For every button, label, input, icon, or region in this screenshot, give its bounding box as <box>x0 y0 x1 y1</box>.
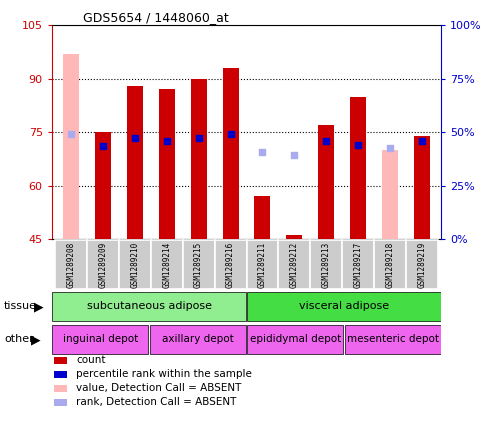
Bar <box>87 240 119 289</box>
Text: tissue: tissue <box>4 302 37 311</box>
Bar <box>55 240 87 289</box>
Text: GSM1289219: GSM1289219 <box>418 241 426 288</box>
Text: rank, Detection Call = ABSENT: rank, Detection Call = ABSENT <box>76 397 237 407</box>
Text: GSM1289210: GSM1289210 <box>130 241 139 288</box>
Point <box>195 134 203 141</box>
Text: subcutaneous adipose: subcutaneous adipose <box>87 302 211 311</box>
Text: visceral adipose: visceral adipose <box>299 302 389 311</box>
Bar <box>342 240 374 289</box>
Point <box>227 131 235 137</box>
Bar <box>159 90 175 239</box>
Text: GSM1289215: GSM1289215 <box>194 241 203 288</box>
Bar <box>279 240 311 289</box>
Bar <box>222 68 239 239</box>
Point <box>418 138 426 145</box>
Bar <box>182 240 214 289</box>
Text: GSM1289217: GSM1289217 <box>354 241 363 288</box>
Bar <box>214 240 246 289</box>
Bar <box>247 325 343 354</box>
Bar <box>382 150 398 239</box>
Bar <box>52 325 148 354</box>
Bar <box>119 240 151 289</box>
Bar <box>150 325 246 354</box>
Bar <box>406 240 438 289</box>
Bar <box>414 136 430 239</box>
Bar <box>350 96 366 239</box>
Point <box>322 138 330 145</box>
Point <box>354 141 362 148</box>
Text: GSM1289218: GSM1289218 <box>386 241 395 288</box>
Text: mesenteric depot: mesenteric depot <box>347 335 439 344</box>
Text: GSM1289212: GSM1289212 <box>290 241 299 288</box>
Point <box>131 134 139 141</box>
Text: axillary depot: axillary depot <box>162 335 234 344</box>
Bar <box>247 292 441 321</box>
Text: epididymal depot: epididymal depot <box>249 335 341 344</box>
Text: GSM1289208: GSM1289208 <box>67 241 75 288</box>
Point <box>386 145 394 151</box>
Text: count: count <box>76 355 106 365</box>
Text: ▶: ▶ <box>31 333 41 346</box>
Point <box>258 148 266 155</box>
Bar <box>95 132 111 239</box>
Point <box>99 143 107 150</box>
Point <box>67 131 75 137</box>
Text: inguinal depot: inguinal depot <box>63 335 138 344</box>
Bar <box>52 292 246 321</box>
Text: ▶: ▶ <box>34 300 43 313</box>
Text: GDS5654 / 1448060_at: GDS5654 / 1448060_at <box>83 11 229 24</box>
Bar <box>318 125 334 239</box>
Bar <box>286 236 302 239</box>
Bar <box>127 86 143 239</box>
Bar <box>246 240 279 289</box>
Bar <box>345 325 441 354</box>
Text: value, Detection Call = ABSENT: value, Detection Call = ABSENT <box>76 383 242 393</box>
Text: GSM1289211: GSM1289211 <box>258 241 267 288</box>
Bar <box>311 240 342 289</box>
Text: percentile rank within the sample: percentile rank within the sample <box>76 369 252 379</box>
Text: GSM1289216: GSM1289216 <box>226 241 235 288</box>
Bar <box>63 54 79 239</box>
Text: other: other <box>4 335 34 344</box>
Bar <box>151 240 182 289</box>
Bar <box>191 79 207 239</box>
Text: GSM1289214: GSM1289214 <box>162 241 171 288</box>
Bar <box>254 196 271 239</box>
Point <box>290 152 298 159</box>
Point <box>163 138 171 145</box>
Text: GSM1289209: GSM1289209 <box>98 241 107 288</box>
Text: GSM1289213: GSM1289213 <box>322 241 331 288</box>
Bar <box>374 240 406 289</box>
